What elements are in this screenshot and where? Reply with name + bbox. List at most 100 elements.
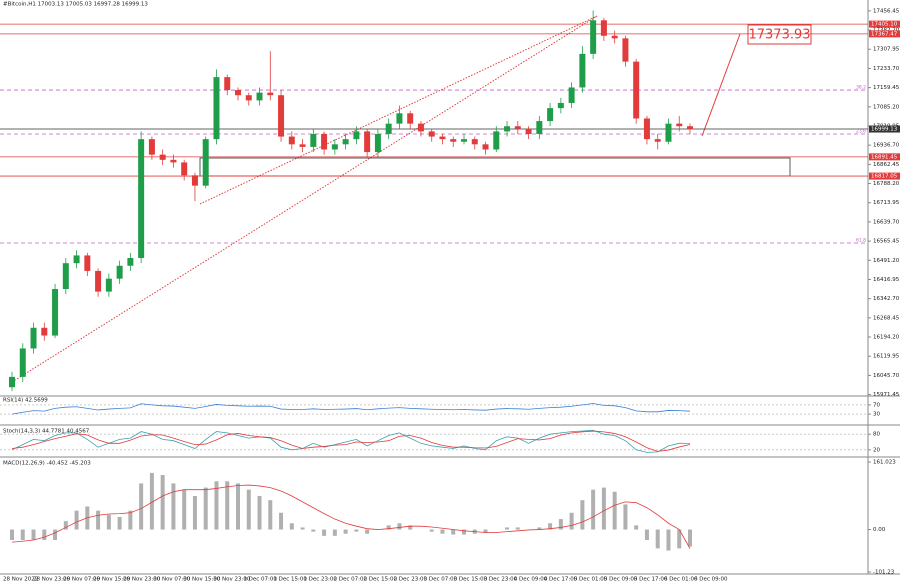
y-tick-label: 16342.70 xyxy=(873,296,900,302)
x-tick-label: 3 Dec 23:00 xyxy=(484,577,518,583)
y-tick-label: 16045.70 xyxy=(873,373,900,379)
macd-bar xyxy=(688,529,692,547)
candle-body xyxy=(116,265,123,279)
candle-body xyxy=(385,123,392,134)
x-tick-label: 29 Nov 15:00 xyxy=(93,577,131,583)
macd-bar xyxy=(397,523,402,530)
candle-body xyxy=(611,35,618,39)
macd-bar xyxy=(462,529,466,535)
macd-bar xyxy=(634,525,639,530)
macd-bar xyxy=(10,529,14,541)
y-tick-label: -101.23 xyxy=(873,570,895,576)
candle-body xyxy=(600,20,607,36)
macd-bar xyxy=(354,529,359,532)
candle-body xyxy=(643,118,650,140)
candle-body xyxy=(428,131,435,137)
fib-label: 23.6 xyxy=(856,128,866,134)
macd-bar xyxy=(408,525,413,530)
macd-bar xyxy=(31,529,36,541)
macd-bar xyxy=(117,516,122,530)
macd-bar xyxy=(128,510,133,530)
x-tick-label: 2 Dec 23:00 xyxy=(394,577,428,583)
x-tick-label: 1 Dec 23:00 xyxy=(303,577,337,583)
macd-bar xyxy=(192,495,197,530)
candle-body xyxy=(536,121,543,134)
candle-body xyxy=(439,136,446,140)
candle-body xyxy=(665,123,672,142)
candle-body xyxy=(202,139,209,186)
price-tag xyxy=(869,125,900,133)
candle-body xyxy=(321,133,328,150)
candle-body xyxy=(235,90,241,96)
stoch-title: Stoch(14,3,3) 44.7781 40.4567 xyxy=(3,429,90,435)
y-tick-label: 15971.45 xyxy=(873,392,900,398)
candle-body xyxy=(374,133,381,153)
callout-box xyxy=(747,24,812,45)
candle-body xyxy=(148,139,155,155)
candle-body xyxy=(41,327,48,336)
macd-bar xyxy=(548,523,553,530)
y-tick-label: 16491.20 xyxy=(873,258,900,264)
macd-bar xyxy=(225,481,230,530)
x-tick-label: 29 Nov 23:00 xyxy=(123,577,161,583)
macd-bar xyxy=(386,525,391,530)
candle-body xyxy=(245,95,252,101)
candle-body xyxy=(654,139,661,142)
price-tag xyxy=(869,172,900,180)
macd-bar xyxy=(483,529,488,533)
macd-bar xyxy=(20,529,25,541)
y-tick-label: 16565.45 xyxy=(873,239,900,245)
macd-bar xyxy=(429,529,434,532)
candle-body xyxy=(461,139,467,142)
x-tick-label: 1 Dec 07:00 xyxy=(243,577,277,583)
candle-body xyxy=(105,278,112,292)
x-tick-label: 2 Dec 15:00 xyxy=(364,577,398,583)
macd-bar xyxy=(623,504,628,530)
x-tick-label: 5 Dec 01:00 xyxy=(574,577,608,583)
candle-body xyxy=(407,113,414,124)
x-tick-label: 1 Dec 15:00 xyxy=(273,577,307,583)
candle-body xyxy=(471,139,478,145)
candle-body xyxy=(138,139,145,259)
x-tick-label: 5 Dec 17:00 xyxy=(634,577,668,583)
macd-bar xyxy=(289,523,294,530)
macd-bar xyxy=(558,519,563,530)
fib-label: 61.8 xyxy=(856,238,866,244)
candle-body xyxy=(364,131,371,153)
candle-body xyxy=(73,255,80,264)
candle-body xyxy=(482,144,489,150)
y-tick-label: 17307.95 xyxy=(873,47,900,53)
stoch-signal xyxy=(11,430,691,452)
candle-body xyxy=(450,139,457,142)
macd-bar xyxy=(74,510,79,530)
x-tick-label: 29 Nov 07:00 xyxy=(63,577,101,583)
callout-text: 17373.93 xyxy=(748,28,810,43)
price-tag-label: 16817.05 xyxy=(871,174,898,180)
candle-body xyxy=(547,108,554,122)
candle-body xyxy=(579,53,586,88)
y-tick-label: 70 xyxy=(873,402,880,408)
candle-body xyxy=(687,126,693,130)
macd-bar xyxy=(300,527,305,530)
candle-body xyxy=(557,102,564,109)
macd-bar xyxy=(149,472,154,530)
macd-bar xyxy=(236,483,240,530)
x-tick-label: 6 Dec 01:00 xyxy=(664,577,698,583)
macd-bar xyxy=(268,500,273,530)
x-tick-label: 30 Nov 07:00 xyxy=(153,577,191,583)
candle-body xyxy=(299,144,306,147)
y-tick-label: 0.00 xyxy=(873,527,886,533)
y-tick-label: 16119.95 xyxy=(873,354,900,360)
y-tick-label: 16416.95 xyxy=(873,277,900,283)
x-tick-label: 4 Dec 17:00 xyxy=(544,577,578,583)
y-tick-label: 161.023 xyxy=(873,460,896,466)
candle-body xyxy=(62,263,69,290)
candle-body xyxy=(633,61,640,119)
x-tick-label: 5 Dec 09:00 xyxy=(604,577,638,583)
chart-title: #Bitcoin,H1 17003.13 17005.03 16997.28 1… xyxy=(3,2,148,8)
price-tag-label: 17367.47 xyxy=(871,31,898,37)
candle-body xyxy=(224,77,231,91)
macd-bar xyxy=(279,512,284,530)
